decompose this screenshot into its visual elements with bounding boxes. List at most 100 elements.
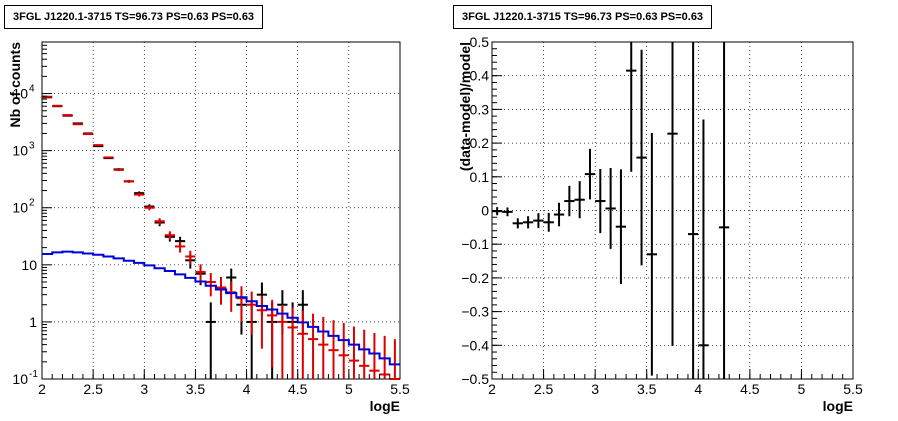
model-point: [62, 114, 73, 117]
left-y-axis-label: Nb of counts: [7, 42, 23, 128]
x-tick-label: 5: [798, 381, 806, 397]
right-x-axis-label: logE: [823, 398, 853, 414]
x-tick-label: 3.5: [637, 381, 657, 397]
model-point: [42, 95, 53, 98]
y-tick-exponent: -1: [29, 369, 38, 380]
x-tick-label: 2.5: [83, 381, 103, 397]
model-point: [123, 179, 135, 183]
right-chart-title: 3FGL J1220.1-3715 TS=96.73 PS=0.63 PS=0.…: [453, 5, 713, 29]
model-point: [246, 291, 257, 335]
left-marks: [42, 95, 400, 380]
model-point: [359, 329, 370, 379]
x-tick-label: 4.5: [288, 381, 308, 397]
x-tick-label: 5: [345, 381, 353, 397]
model-point: [144, 205, 155, 211]
x-tick-label: 3: [140, 381, 148, 397]
y-tick-label: 10: [21, 257, 37, 273]
data-point: [626, 42, 637, 172]
data-point: [636, 49, 647, 266]
model-point: [256, 295, 268, 349]
data-point: [687, 42, 699, 379]
left-chart-title: 3FGL J1220.1-3715 TS=96.73 PS=0.63 PS=0.…: [4, 5, 264, 29]
y-tick-label: 1: [29, 314, 37, 330]
model-point: [82, 133, 94, 136]
model-point: [52, 104, 63, 107]
model-point: [195, 264, 206, 284]
right-y-axis-label: (data-model)/model: [457, 42, 473, 171]
y-tick-label: −0.2: [461, 270, 489, 286]
y-tick-exponent: 3: [29, 141, 35, 152]
x-tick-label: 4.5: [740, 381, 760, 397]
data-point: [205, 302, 216, 379]
left-x-axis-label: logE: [370, 398, 400, 414]
x-tick-label: 2: [38, 381, 46, 397]
model-point: [113, 168, 124, 172]
right-marks: [492, 42, 730, 379]
data-point: [492, 207, 503, 216]
model-point: [154, 218, 165, 225]
model-point: [277, 304, 288, 379]
model-point: [72, 123, 83, 126]
x-tick-label: 3: [591, 381, 599, 397]
data-point: [564, 185, 575, 217]
model-point: [307, 313, 319, 379]
data-point: [615, 169, 627, 284]
y-tick-label: −0.3: [461, 304, 489, 320]
model-point: [215, 277, 227, 305]
y-tick-exponent: 4: [29, 84, 35, 95]
data-point: [605, 168, 616, 249]
model-point: [338, 322, 349, 379]
model-point: [328, 320, 339, 379]
x-tick-label: 2.5: [534, 381, 554, 397]
background-model-step-line: [42, 250, 400, 366]
model-point: [318, 316, 329, 379]
x-tick-label: 5.5: [390, 381, 410, 397]
model-point: [389, 339, 400, 380]
x-tick-label: 3.5: [186, 381, 206, 397]
y-tick-label: 0: [481, 203, 489, 219]
data-point: [646, 132, 658, 376]
model-point: [174, 241, 186, 253]
x-tick-label: 5.5: [843, 381, 863, 397]
model-point: [205, 272, 216, 297]
y-tick-exponent: 2: [29, 198, 35, 209]
x-tick-label: 4: [694, 381, 702, 397]
left-plot-frame: [41, 41, 401, 380]
data-point: [574, 181, 585, 219]
y-tick-label: 0.1: [470, 169, 490, 185]
right-axes: 2 2.5 3 3.5 4 4.5 5 5.5 −0.5 −0.4 −0.3 −0.2 −0.1 0 0.1…: [461, 34, 863, 397]
y-tick-label: −0.4: [461, 337, 489, 353]
model-point: [164, 231, 175, 240]
data-point: [553, 202, 565, 227]
x-tick-label: 2: [488, 381, 496, 397]
right-chart: 2 2.5 3 3.5 4 4.5 5 5.5 −0.5 −0.4 −0.3 −0.2 −0.1 0 0.1…: [457, 34, 863, 414]
data-point: [512, 218, 523, 229]
y-tick-label: 0.5: [470, 34, 490, 50]
y-tick-label: 10: [12, 143, 28, 159]
model-point: [185, 250, 196, 265]
y-tick-label: 10: [12, 86, 28, 102]
y-tick-label: −0.1: [461, 236, 489, 252]
y-tick-label: 0.4: [470, 68, 490, 84]
data-point: [533, 213, 544, 229]
model-point: [267, 299, 278, 368]
data-point: [595, 169, 606, 234]
data-point: [667, 42, 678, 346]
y-tick-label: 0.2: [470, 135, 490, 151]
y-tick-label: −0.5: [461, 371, 489, 387]
data-point: [698, 119, 709, 379]
data-point: [718, 42, 730, 379]
x-tick-label: 4: [243, 381, 251, 397]
model-point: [103, 156, 114, 159]
y-tick-label: 0.3: [470, 101, 490, 117]
y-tick-label: 10: [12, 371, 28, 387]
data-point: [543, 212, 554, 232]
model-point: [93, 144, 104, 147]
data-point: [502, 207, 513, 217]
left-grid: [42, 42, 400, 379]
data-point: [584, 148, 596, 200]
model-point: [369, 332, 380, 379]
